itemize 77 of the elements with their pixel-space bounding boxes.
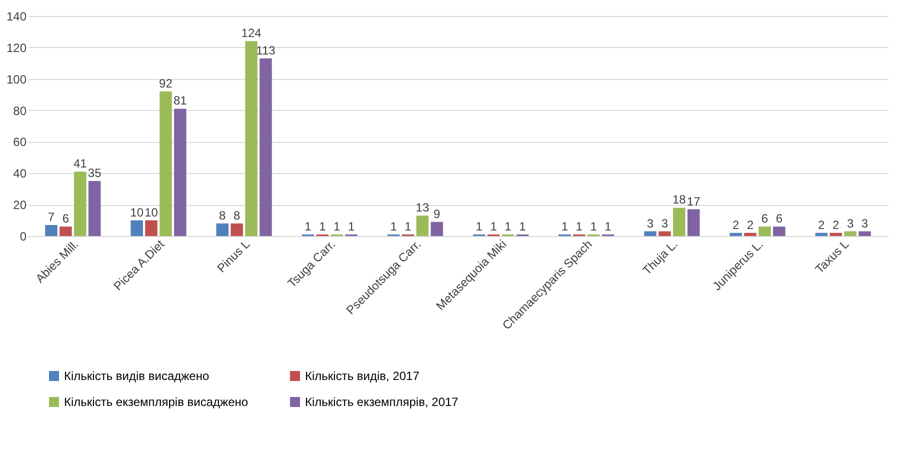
bar [260,58,272,236]
bar [815,232,828,236]
bar [858,231,871,236]
data-label: 7 [48,210,55,224]
legend-label: Кількість видів висаджено [64,369,210,383]
bar [88,181,101,236]
data-label: 1 [348,219,355,234]
bar [416,216,429,236]
data-label: 2 [818,218,826,232]
data-label: 1 [476,219,483,234]
y-tick-label: 60 [13,135,27,150]
y-tick-label: 80 [13,104,27,118]
bar [744,232,756,236]
bar [174,108,186,236]
bar [673,208,686,236]
data-label: 92 [159,76,173,90]
data-label: 1 [490,219,498,234]
bar [245,41,258,236]
bar [45,225,58,236]
data-label: 3 [846,216,854,230]
legend-label: Кількість видів, 2017 [305,369,420,383]
data-label: 1 [604,219,612,234]
bar [216,223,229,236]
data-label: 6 [761,212,768,226]
data-label: 41 [73,156,88,171]
data-label: 1 [576,219,583,234]
data-label: 18 [672,192,686,207]
data-label: 3 [646,216,654,230]
legend-label: Кількість екземплярів, 2017 [305,395,459,409]
data-label: 1 [390,219,398,234]
data-label: 1 [404,219,412,234]
data-label: 1 [590,219,598,234]
data-label: 3 [661,216,668,230]
bar [60,226,72,236]
bar [160,91,172,236]
bar [658,231,671,236]
bar [844,231,856,236]
data-label: 2 [832,218,840,232]
data-label: 10 [144,205,158,220]
data-label: 10 [130,205,144,220]
bar [773,226,786,236]
data-label: 8 [234,208,240,222]
data-label: 13 [416,200,430,215]
data-label: 1 [504,219,512,234]
data-label: 2 [732,218,740,232]
y-tick-label: 20 [13,198,27,212]
data-label: 1 [519,219,526,234]
data-label: 1 [334,219,341,234]
bar [74,172,86,236]
bar [644,231,656,236]
bar [145,220,158,236]
data-label: 3 [861,216,868,230]
y-tick-label: 100 [6,72,27,86]
data-label: 8 [219,208,226,222]
bar [687,209,700,236]
bar [730,232,742,236]
data-label: 1 [561,219,568,234]
bar [830,232,842,236]
data-label: 6 [62,212,70,226]
bar [758,226,771,236]
data-label: 81 [173,94,188,108]
y-tick-label: 40 [13,166,27,181]
data-label: 17 [686,194,701,208]
y-tick-label: 0 [20,230,27,244]
data-label: 9 [434,206,441,221]
bar [230,223,243,236]
data-label: 35 [88,166,102,180]
data-label: 1 [319,219,326,234]
bar [430,222,444,236]
data-label: 124 [241,26,262,40]
data-label: 6 [776,212,783,226]
y-tick-label: 120 [6,40,27,55]
data-label: 2 [746,218,754,232]
y-tick-label: 140 [6,10,27,24]
data-label: 1 [304,219,312,234]
bar [130,220,143,236]
legend-label: Кількість екземплярів висаджено [64,395,248,409]
